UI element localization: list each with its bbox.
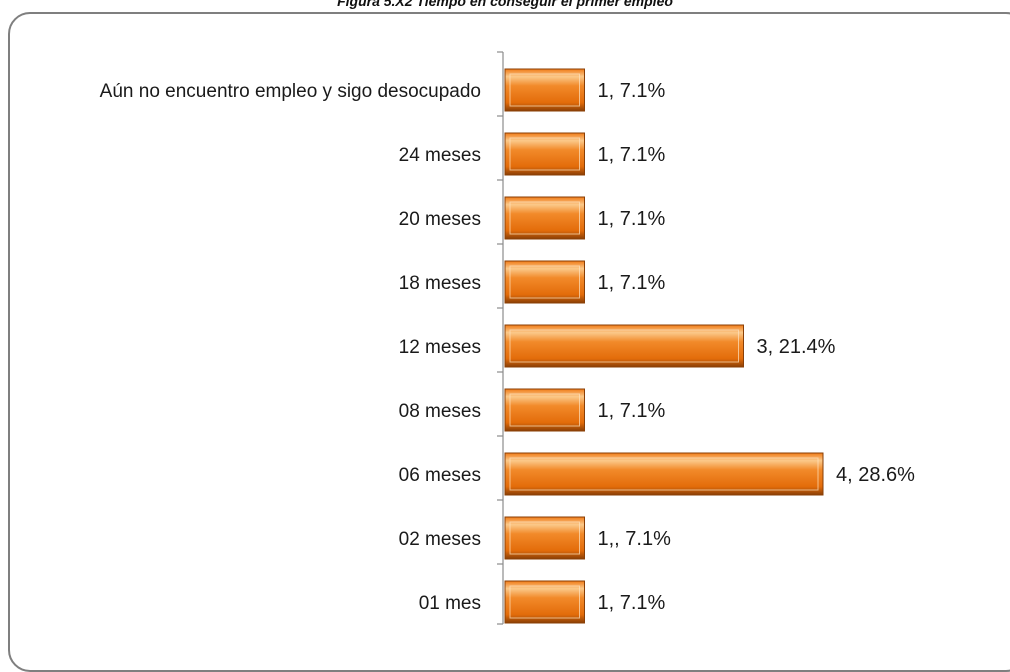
bar-chart: Aún no encuentro empleo y sigo desocupad…: [100, 51, 915, 625]
bar: [504, 132, 585, 176]
bar-bevel: [509, 137, 580, 171]
bar-bevel: [509, 73, 580, 107]
bar-bevel: [509, 329, 739, 363]
category-label: 01 mes: [419, 593, 481, 614]
bar-bevel: [509, 585, 580, 619]
data-label: 1, 7.1%: [598, 592, 666, 614]
bar: [504, 516, 585, 560]
bar: [504, 196, 585, 240]
bar-bevel: [509, 393, 580, 427]
bar: [504, 260, 585, 304]
data-label: 1, 7.1%: [598, 80, 666, 102]
data-label: 1, 7.1%: [598, 400, 666, 422]
bar: [504, 68, 585, 112]
bar: [504, 324, 744, 368]
category-label: Aún no encuentro empleo y sigo desocupad…: [100, 81, 481, 102]
category-label: 06 meses: [399, 465, 481, 486]
category-label: 20 meses: [399, 209, 481, 230]
data-label: 4, 28.6%: [836, 464, 915, 486]
bar: [504, 388, 585, 432]
bar-bevel: [509, 265, 580, 299]
category-label: 08 meses: [399, 401, 481, 422]
bar: [504, 580, 585, 624]
data-label: 1, 7.1%: [598, 144, 666, 166]
category-label: 24 meses: [399, 145, 481, 166]
bar-bevel: [509, 521, 580, 555]
data-label: 1,, 7.1%: [598, 528, 672, 550]
chart-title: Figura 5.X2 Tiempo en conseguir el prime…: [337, 0, 673, 9]
data-label: 3, 21.4%: [757, 336, 836, 358]
bar: [504, 452, 824, 496]
data-label: 1, 7.1%: [598, 272, 666, 294]
bar-bevel: [509, 457, 819, 491]
data-label: 1, 7.1%: [598, 208, 666, 230]
category-label: 18 meses: [399, 273, 481, 294]
bar-bevel: [509, 201, 580, 235]
category-label: 02 meses: [399, 529, 481, 550]
category-label: 12 meses: [399, 337, 481, 358]
